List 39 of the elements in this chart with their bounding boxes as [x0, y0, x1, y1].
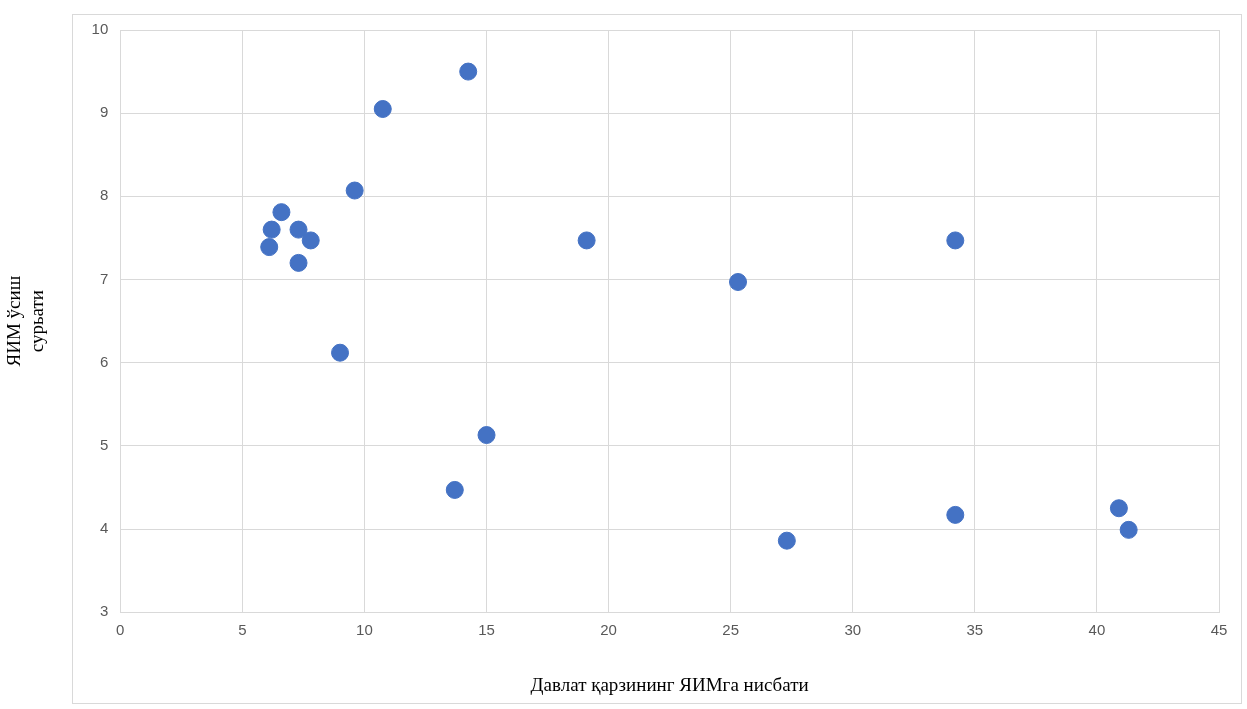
- point: [262, 220, 281, 239]
- point: [301, 231, 320, 250]
- point: [729, 273, 748, 292]
- y-tick-label: 8: [99, 186, 109, 204]
- y-tick-label: 6: [99, 352, 109, 370]
- point: [272, 203, 291, 222]
- x-tick-label: 10: [356, 621, 373, 639]
- x-tick-label: 15: [478, 621, 495, 639]
- point: [477, 426, 496, 445]
- x-tick-label: 25: [722, 621, 740, 639]
- x-axis-title: Давлат қарзининг ЯИМга нисбати: [530, 673, 809, 695]
- y-tick-label: 3: [99, 602, 109, 620]
- x-tick-label: 40: [1088, 621, 1106, 639]
- point: [373, 100, 392, 119]
- y-tick-label: 5: [99, 436, 109, 453]
- point: [777, 531, 796, 550]
- x-tick-label: 30: [844, 621, 862, 639]
- point: [459, 62, 478, 81]
- point: [445, 480, 464, 499]
- x-tick-label: 5: [238, 621, 247, 639]
- x-tick-label: 20: [600, 621, 617, 639]
- point: [946, 505, 965, 524]
- x-tick-label: 45: [1210, 621, 1228, 639]
- y-tick-label: 9: [99, 103, 109, 121]
- y-tick-label: 7: [99, 269, 109, 287]
- point: [345, 181, 364, 200]
- point: [946, 231, 965, 250]
- y-axis-title: ЯИМ ўсиш сурьати: [3, 275, 48, 367]
- point: [1119, 520, 1138, 539]
- point: [331, 343, 350, 362]
- point: [289, 253, 308, 272]
- y-tick-label: 10: [91, 20, 109, 38]
- x-tick-label: 35: [966, 621, 984, 639]
- x-tick-label: 0: [116, 621, 125, 639]
- point: [1109, 499, 1128, 518]
- point: [260, 238, 279, 257]
- point: [289, 220, 308, 239]
- point: [577, 231, 596, 250]
- y-tick-label: 4: [99, 519, 109, 537]
